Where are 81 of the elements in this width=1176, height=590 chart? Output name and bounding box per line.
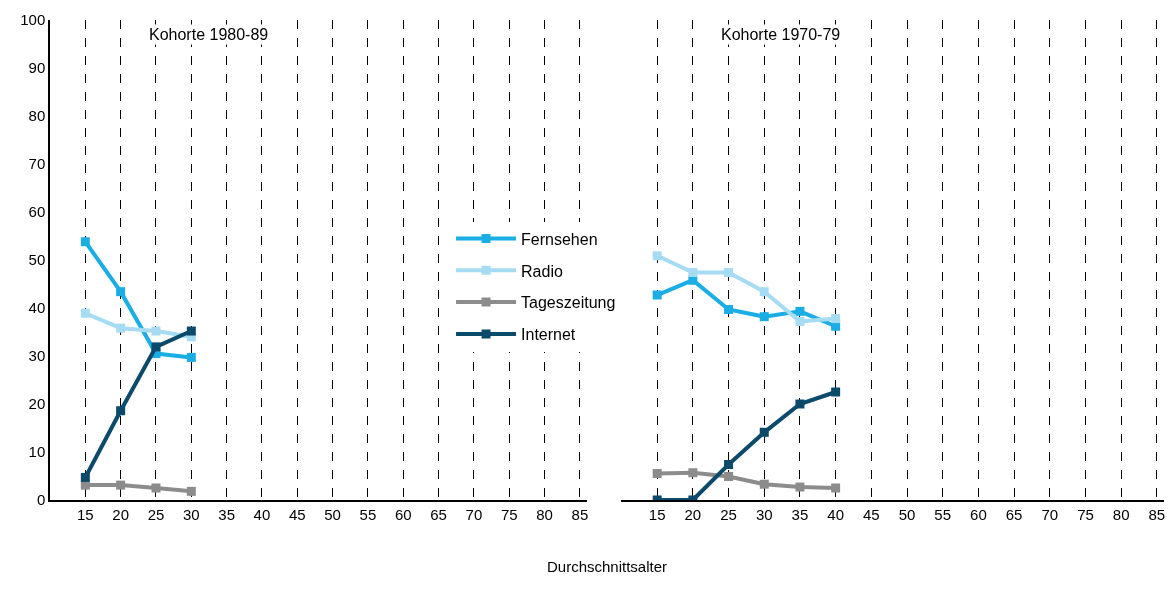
point [652, 290, 662, 300]
x-tick-label: 50 [898, 505, 916, 523]
legend-label: Internet [521, 326, 576, 344]
x-tick-label: 55 [934, 505, 952, 523]
point [795, 306, 805, 316]
x-tick-label: 65 [430, 505, 447, 523]
x-tick-label: 30 [182, 505, 200, 523]
point [795, 399, 805, 409]
x-tick-label: 15 [76, 505, 94, 523]
x-tick-label: 25 [720, 505, 737, 523]
point [759, 479, 769, 489]
point [80, 472, 90, 482]
y-tick-label: 60 [28, 203, 46, 221]
point [795, 316, 805, 326]
point [116, 480, 126, 490]
x-tick-label: 30 [755, 505, 773, 523]
x-tick-label: 20 [112, 505, 129, 523]
y-tick-label: 20 [28, 395, 46, 413]
x-tick-label: 40 [253, 505, 271, 523]
point [724, 267, 734, 277]
x-tick-label: 75 [1077, 505, 1094, 523]
point [116, 406, 126, 416]
point [151, 326, 161, 336]
x-tick-label: 85 [1148, 505, 1166, 523]
y-tick-label: 90 [28, 59, 46, 77]
x-tick-label: 60 [394, 505, 412, 523]
y-tick-label: 0 [36, 491, 46, 509]
chart-title: Kohorte 1970-79 [721, 26, 841, 43]
point [652, 251, 662, 261]
point [759, 287, 769, 297]
point [151, 342, 161, 352]
y-tick-label: 30 [28, 347, 46, 365]
x-tick-label: 15 [648, 505, 666, 523]
point [759, 312, 769, 322]
point [116, 323, 126, 333]
x-tick-label: 60 [970, 505, 987, 523]
x-tick-label: 85 [571, 505, 589, 523]
legend-label: Radio [521, 262, 563, 280]
point [724, 471, 734, 481]
point [186, 352, 196, 362]
y-tick-label: 80 [28, 107, 46, 125]
y-tick-label: 10 [28, 443, 46, 461]
chart-title: Kohorte 1980-89 [149, 26, 269, 43]
point [724, 304, 734, 314]
x-tick-label: 45 [862, 505, 880, 523]
x-tick-label: 80 [536, 505, 553, 523]
point [724, 459, 734, 469]
legend-label: Tageszeitung [521, 294, 616, 312]
y-tick-label: 70 [28, 155, 46, 173]
point [151, 483, 161, 493]
y-tick-label: 50 [28, 251, 46, 269]
point [831, 483, 841, 493]
x-tick-label: 35 [791, 505, 809, 523]
legend-label: Fernsehen [521, 230, 598, 248]
point [759, 427, 769, 437]
point [831, 314, 841, 324]
x-tick-label: 45 [288, 505, 306, 523]
x-tick-label: 20 [684, 505, 702, 523]
x-tick-label: 80 [1112, 505, 1130, 523]
x-axis-title: Durchschnittsalter [547, 558, 668, 575]
y-tick-label: 100 [20, 11, 46, 29]
point [186, 326, 196, 336]
point [80, 237, 90, 247]
point [688, 468, 698, 478]
x-tick-label: 25 [147, 505, 165, 523]
x-tick-label: 65 [1005, 505, 1023, 523]
point [652, 469, 662, 479]
point [688, 267, 698, 277]
y-tick-label: 40 [28, 299, 46, 317]
x-tick-label: 40 [827, 505, 844, 523]
point [795, 482, 805, 492]
point [831, 387, 841, 397]
x-tick-label: 50 [324, 505, 341, 523]
x-tick-label: 55 [359, 505, 377, 523]
x-tick-label: 75 [500, 505, 518, 523]
point [80, 308, 90, 318]
x-tick-label: 35 [218, 505, 235, 523]
x-tick-label: 70 [465, 505, 483, 523]
point [116, 287, 126, 297]
x-tick-label: 70 [1041, 505, 1059, 523]
point [186, 486, 196, 496]
